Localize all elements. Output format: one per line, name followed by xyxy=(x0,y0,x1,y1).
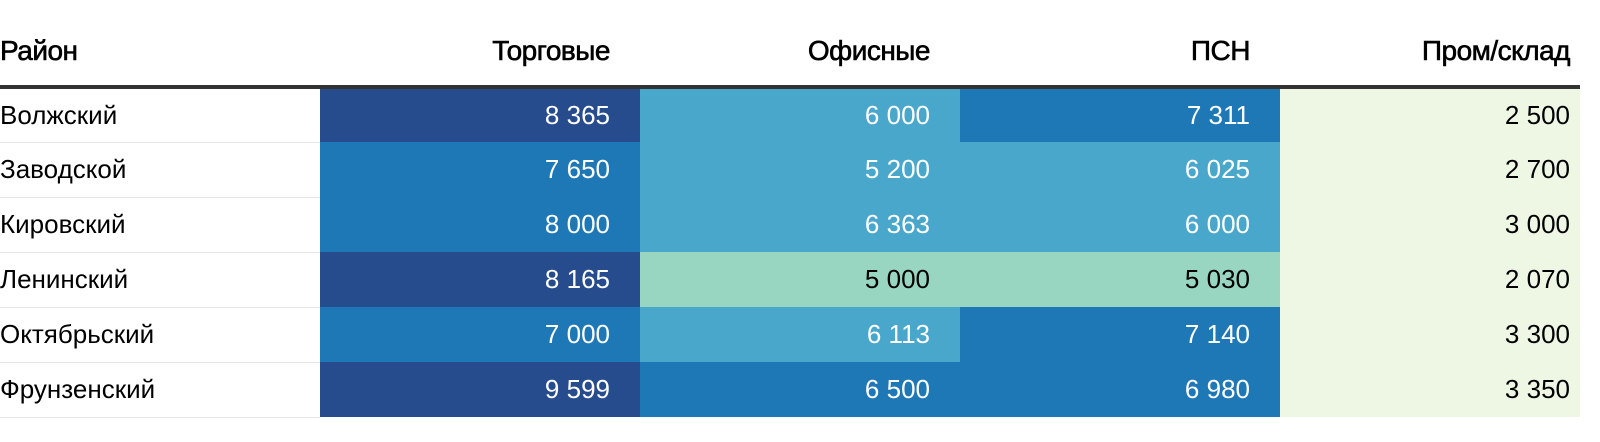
heatmap-cell: 3 350 xyxy=(1280,362,1580,417)
table-row: Кировский 8 000 6 363 6 000 3 000 xyxy=(0,197,1580,253)
row-label: Кировский xyxy=(0,197,320,253)
heatmap-cell: 8 165 xyxy=(320,252,640,307)
heatmap-table: Район Торговые Офисные ПСН Пром/склад Во… xyxy=(0,0,1580,418)
heatmap-cell: 6 363 xyxy=(640,197,960,252)
column-header-district: Район xyxy=(0,0,320,89)
table-row: Ленинский 8 165 5 000 5 030 2 070 xyxy=(0,252,1580,308)
heatmap-cell: 7 000 xyxy=(320,307,640,362)
row-label: Фрунзенский xyxy=(0,362,320,418)
heatmap-cell: 8 000 xyxy=(320,197,640,252)
heatmap-cell: 8 365 xyxy=(320,87,640,142)
column-header-retail: Торговые xyxy=(320,0,640,89)
table-row: Волжский 8 365 6 000 7 311 2 500 xyxy=(0,87,1580,143)
row-label: Октябрьский xyxy=(0,307,320,363)
row-label: Ленинский xyxy=(0,252,320,308)
heatmap-cell: 7 140 xyxy=(960,307,1280,362)
table-row: Фрунзенский 9 599 6 500 6 980 3 350 xyxy=(0,362,1580,418)
column-header-industrial: Пром/склад xyxy=(1280,0,1580,89)
heatmap-cell: 2 500 xyxy=(1280,87,1580,142)
heatmap-cell: 7 311 xyxy=(960,87,1280,142)
heatmap-cell: 6 113 xyxy=(640,307,960,362)
heatmap-cell: 6 025 xyxy=(960,142,1280,197)
heatmap-cell: 3 000 xyxy=(1280,197,1580,252)
column-header-office: Офисные xyxy=(640,0,960,89)
heatmap-cell: 5 200 xyxy=(640,142,960,197)
row-label: Заводской xyxy=(0,142,320,198)
heatmap-cell: 6 000 xyxy=(640,87,960,142)
table-row: Заводской 7 650 5 200 6 025 2 700 xyxy=(0,142,1580,198)
column-header-psn: ПСН xyxy=(960,0,1280,89)
heatmap-cell: 7 650 xyxy=(320,142,640,197)
heatmap-cell: 2 700 xyxy=(1280,142,1580,197)
heatmap-cell: 9 599 xyxy=(320,362,640,417)
heatmap-table-container: Район Торговые Офисные ПСН Пром/склад Во… xyxy=(0,0,1580,418)
heatmap-cell: 6 980 xyxy=(960,362,1280,417)
heatmap-cell: 3 300 xyxy=(1280,307,1580,362)
row-label: Волжский xyxy=(0,87,320,143)
heatmap-cell: 2 070 xyxy=(1280,252,1580,307)
heatmap-cell: 5 030 xyxy=(960,252,1280,307)
heatmap-cell: 6 500 xyxy=(640,362,960,417)
heatmap-cell: 5 000 xyxy=(640,252,960,307)
heatmap-cell: 6 000 xyxy=(960,197,1280,252)
table-row: Октябрьский 7 000 6 113 7 140 3 300 xyxy=(0,307,1580,363)
header-row: Район Торговые Офисные ПСН Пром/склад xyxy=(0,0,1580,89)
